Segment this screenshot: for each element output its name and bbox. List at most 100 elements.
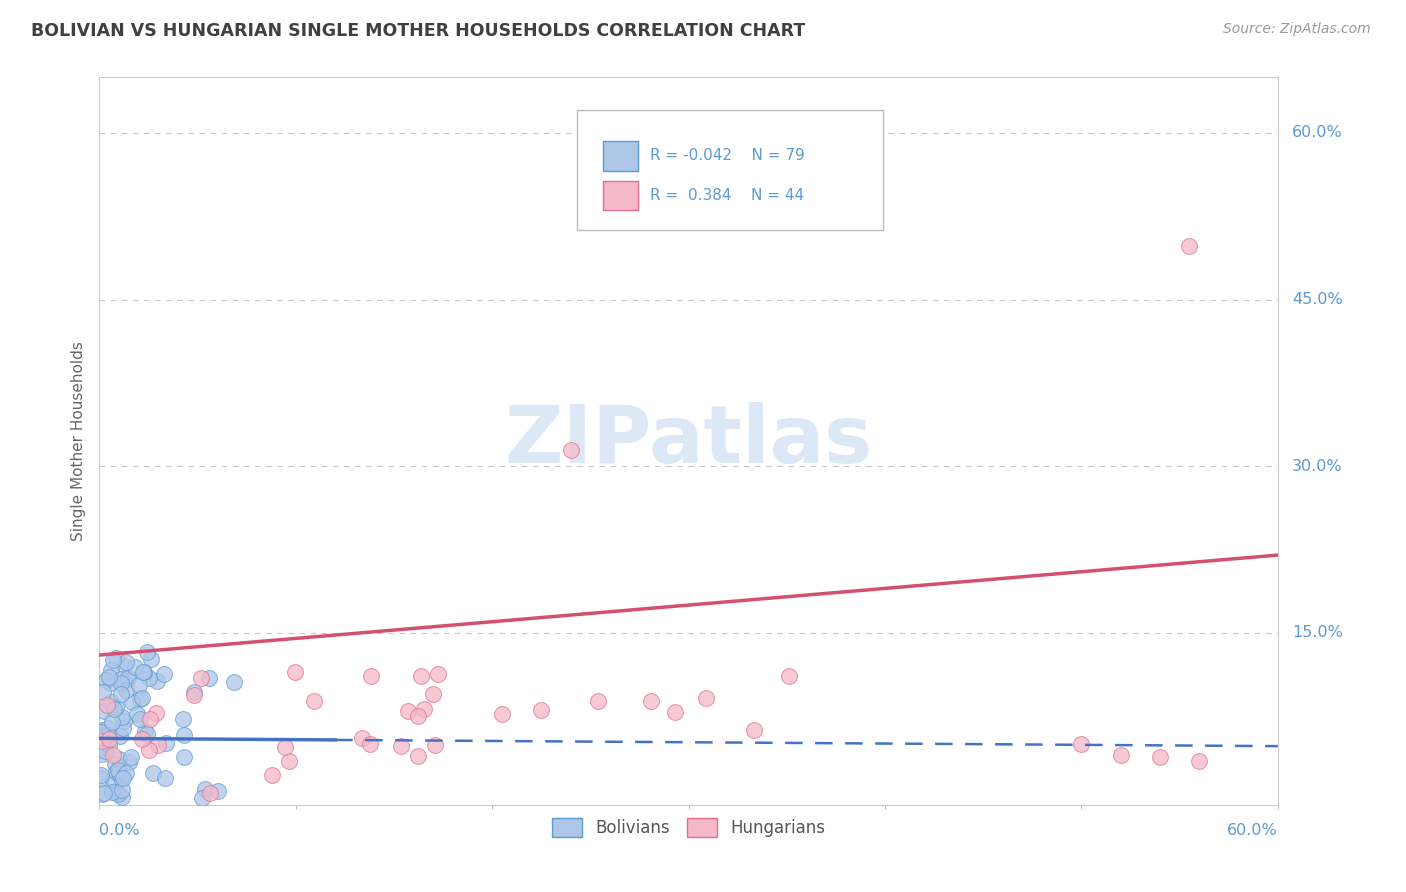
Point — [350, 731, 373, 745]
Point — [134, 724, 156, 739]
Point — [108, 729, 131, 743]
Point — [129, 712, 152, 726]
Point — [588, 694, 610, 708]
Point — [127, 706, 149, 721]
Point — [103, 653, 125, 667]
Point — [146, 674, 169, 689]
Text: 0.0%: 0.0% — [100, 823, 141, 838]
FancyBboxPatch shape — [603, 142, 638, 170]
Text: 45.0%: 45.0% — [1292, 292, 1343, 307]
Point — [200, 786, 222, 800]
Point — [110, 771, 132, 785]
Point — [284, 665, 307, 680]
Text: BOLIVIAN VS HUNGARIAN SINGLE MOTHER HOUSEHOLDS CORRELATION CHART: BOLIVIAN VS HUNGARIAN SINGLE MOTHER HOUS… — [31, 22, 806, 40]
Point — [560, 442, 582, 457]
Point — [138, 712, 160, 726]
Point — [131, 731, 153, 746]
Point — [96, 698, 118, 713]
Point — [115, 673, 138, 687]
Point — [695, 691, 717, 706]
Point — [124, 660, 146, 674]
Point — [409, 668, 432, 682]
Point — [101, 772, 124, 786]
Point — [191, 791, 214, 805]
Text: 60.0%: 60.0% — [1292, 126, 1343, 140]
Point — [132, 665, 155, 679]
Point — [112, 714, 135, 729]
Text: ZIPatlas: ZIPatlas — [505, 402, 873, 480]
Point — [1149, 750, 1171, 764]
Point — [90, 724, 112, 739]
Point — [114, 766, 136, 780]
Point — [104, 765, 127, 780]
Point — [422, 687, 444, 701]
Point — [664, 706, 686, 720]
Point — [104, 756, 127, 771]
Point — [1178, 239, 1201, 253]
Text: 30.0%: 30.0% — [1292, 458, 1343, 474]
Point — [112, 721, 135, 735]
Point — [136, 645, 159, 659]
Point — [114, 682, 136, 697]
Point — [194, 781, 217, 796]
Point — [360, 669, 382, 683]
Point — [97, 722, 120, 736]
Point — [107, 764, 129, 778]
Point — [111, 771, 134, 785]
Y-axis label: Single Mother Households: Single Mother Households — [72, 342, 86, 541]
Point — [93, 744, 115, 758]
Point — [1109, 747, 1132, 762]
Point — [105, 651, 128, 665]
Point — [304, 694, 326, 708]
Point — [207, 784, 229, 798]
Point — [640, 694, 662, 708]
Point — [91, 685, 114, 699]
Point — [183, 685, 205, 699]
Point — [100, 676, 122, 690]
Point — [104, 785, 127, 799]
Point — [426, 667, 449, 681]
Text: 60.0%: 60.0% — [1227, 823, 1278, 838]
Legend: Bolivians, Hungarians: Bolivians, Hungarians — [546, 812, 832, 844]
Point — [224, 674, 246, 689]
Point — [128, 692, 150, 706]
Point — [273, 739, 295, 754]
Point — [110, 676, 132, 690]
Point — [96, 728, 118, 742]
Point — [778, 669, 800, 683]
Point — [172, 712, 194, 726]
Point — [91, 747, 114, 761]
Point — [108, 766, 131, 780]
Point — [1188, 754, 1211, 768]
Point — [152, 667, 174, 681]
Point — [101, 748, 124, 763]
Point — [742, 723, 765, 738]
Point — [96, 673, 118, 687]
FancyBboxPatch shape — [576, 111, 883, 230]
Point — [111, 710, 134, 724]
Point — [101, 715, 124, 730]
Point — [198, 671, 221, 685]
Point — [110, 687, 132, 701]
Text: R =  0.384    N = 44: R = 0.384 N = 44 — [650, 188, 804, 202]
Point — [134, 665, 156, 679]
FancyBboxPatch shape — [603, 181, 638, 210]
Point — [97, 670, 120, 684]
Point — [131, 691, 153, 706]
Point — [97, 739, 120, 753]
Point — [413, 702, 436, 716]
Point — [146, 738, 169, 752]
Point — [111, 789, 134, 804]
Point — [91, 733, 114, 747]
Point — [128, 678, 150, 692]
Point — [114, 656, 136, 670]
Point — [93, 786, 115, 800]
Point — [111, 782, 134, 797]
Point — [112, 659, 135, 673]
Point — [406, 708, 429, 723]
Point — [406, 749, 429, 764]
Point — [107, 787, 129, 801]
Point — [153, 772, 176, 786]
Point — [359, 737, 381, 751]
Point — [491, 706, 513, 721]
